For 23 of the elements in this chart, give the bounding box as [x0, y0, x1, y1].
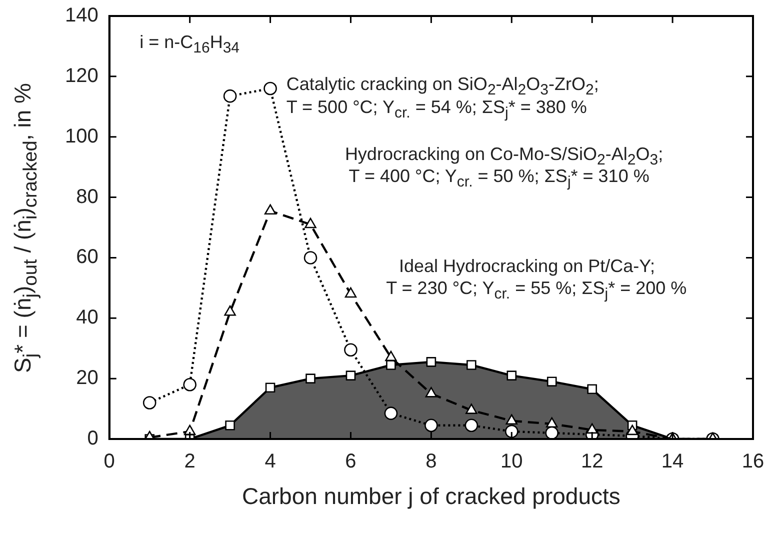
annotation: i = n-C$_{16}$H$_{34}$	[140, 30, 240, 58]
x-axis-title: Carbon number j of cracked products	[242, 483, 620, 510]
y-tick-label: 20	[76, 367, 98, 390]
x-tick-label: 10	[500, 450, 523, 473]
x-tick-label: 0	[104, 450, 115, 473]
x-tick-label: 4	[264, 450, 276, 473]
text: Catalytic cracking on SiO$_{2}$-Al$_{2}$O$_{3}$-ZrO$_{2}$;	[286, 74, 599, 99]
x-tick-label: 14	[661, 450, 684, 473]
y-tick-label: 0	[87, 428, 98, 450]
annotation: T = 230 °C; Y$_{cr.}$ = 55 %; ΣS$_{j}$* = 200 %	[386, 277, 687, 305]
x-tick-label: 16	[742, 450, 764, 473]
y-tick-label: 40	[76, 306, 98, 329]
x-tick-label: 12	[580, 450, 604, 473]
y-tick-label: 140	[64, 4, 98, 27]
x-tick-label: 6	[345, 450, 356, 473]
x-tick-label: 8	[426, 450, 437, 473]
y-tick-label: 120	[64, 64, 98, 87]
y-tick-label: 100	[64, 125, 98, 148]
y-tick-label: 60	[76, 246, 98, 268]
annotation: Ideal Hydrocracking on Pt/Ca-Y;	[399, 254, 655, 277]
y-tick-label: 80	[76, 186, 98, 208]
x-tick-label: 2	[184, 450, 196, 473]
annotation: T = 500 °C; Y$_{cr.}$ = 54 %; ΣS$_{j}$* = 380 %	[286, 96, 587, 122]
